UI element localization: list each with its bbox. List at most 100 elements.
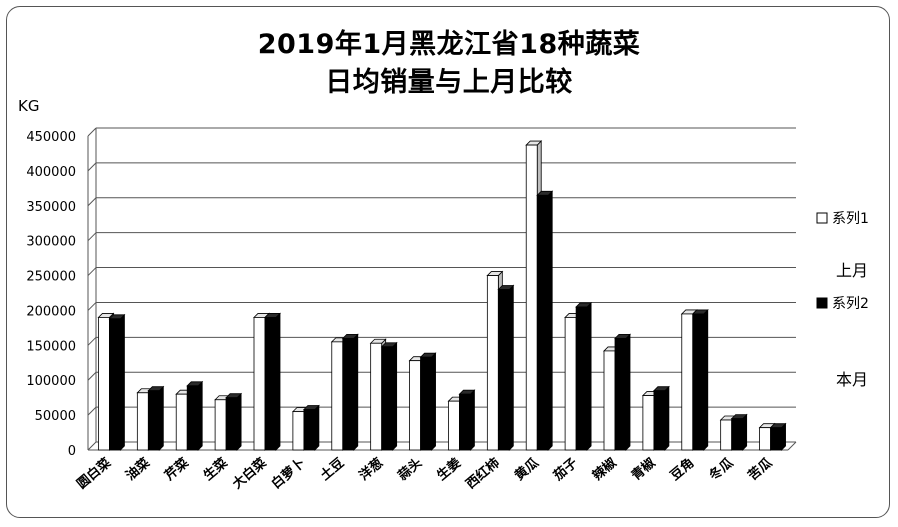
category-label: 蒜头 (395, 455, 425, 484)
bar-series2 (770, 427, 782, 451)
bar-side-2 (275, 312, 281, 451)
category-label: 青椒 (628, 455, 658, 484)
y-tick-label: 200000 (26, 304, 76, 319)
bar-series2 (420, 356, 432, 451)
floor-edge (787, 441, 797, 451)
category-label: 大白菜 (229, 455, 269, 492)
gridline-depth (87, 162, 97, 172)
bar-series2 (109, 318, 121, 451)
gridline-depth (87, 197, 97, 207)
bar-series1 (720, 419, 733, 451)
category-label: 冬瓜 (706, 455, 736, 484)
bar-series1 (759, 427, 771, 451)
y-tick-label: 450000 (26, 130, 76, 145)
bar-side-2 (120, 313, 125, 451)
gridline-depth (87, 371, 97, 381)
bar-series2 (381, 346, 394, 451)
bar-series2 (303, 409, 316, 451)
gridline-depth (87, 232, 97, 242)
bar-series1 (525, 144, 538, 451)
category-label: 油菜 (123, 455, 153, 484)
category-label: 西红柿 (463, 455, 503, 492)
bar-series1 (331, 341, 344, 451)
category-label: 洋葱 (356, 455, 386, 484)
y-tick-label: 400000 (26, 165, 76, 180)
legend-label-series2: 系列2 (832, 296, 869, 312)
series2-note: 本月 (836, 370, 868, 389)
gridline-depth (87, 441, 97, 451)
bar-side-2 (431, 352, 436, 451)
gridlines (87, 127, 797, 451)
bar-series1 (98, 317, 110, 451)
y-tick-label: 0 (68, 444, 76, 459)
bar-series2 (459, 393, 471, 451)
y-tick-label: 300000 (26, 235, 76, 250)
gridline-depth (87, 406, 97, 416)
bar-side-2 (742, 413, 748, 451)
legend-swatch-series1 (816, 212, 828, 224)
bars (97, 140, 787, 451)
gridline-depth (87, 127, 97, 137)
y-tick-label: 150000 (26, 339, 76, 354)
bar-series2 (731, 418, 744, 451)
bar-side-2 (392, 341, 398, 451)
bar-side-2 (547, 190, 553, 451)
bar-series1 (175, 393, 188, 451)
bar-series1 (642, 395, 655, 451)
category-label: 苦瓜 (745, 455, 775, 484)
bar-series2 (264, 317, 277, 451)
bar-series2 (497, 289, 510, 451)
bar-side-2 (470, 389, 475, 451)
category-label: 土豆 (317, 455, 347, 484)
bar-series1 (448, 400, 460, 451)
category-label: 生菜 (200, 455, 230, 484)
chart-frame (6, 6, 890, 518)
gridline-depth (87, 302, 97, 311)
bar-side-2 (664, 385, 670, 451)
bar-series2 (147, 390, 160, 451)
bar-side-2 (236, 392, 242, 451)
category-label: 白萝卜 (268, 455, 308, 492)
bar-side-2 (703, 308, 709, 451)
category-label: 圆白菜 (74, 455, 114, 492)
gridline-depth (87, 267, 97, 276)
bar-series2 (342, 337, 355, 451)
legend-swatch-series2 (816, 297, 828, 309)
bar-series1 (564, 317, 577, 451)
bar-series1 (292, 411, 305, 451)
bar-series1 (370, 342, 383, 451)
bar-series1 (409, 360, 421, 451)
bar-side-2 (314, 404, 320, 451)
bar-side-2 (353, 333, 359, 451)
y-tick-label: 100000 (26, 374, 76, 389)
bar-series2 (692, 313, 705, 451)
bar-side-2 (625, 333, 631, 451)
bar-series2 (186, 385, 199, 451)
legend: 系列1 系列2 (816, 211, 869, 312)
category-label: 茄子 (550, 455, 581, 485)
bar-series2 (575, 306, 588, 451)
y-tick-label: 350000 (26, 200, 76, 215)
bar-side-2 (158, 385, 164, 451)
gridline-depth (87, 336, 97, 346)
category-label: 豆角 (667, 455, 697, 484)
chart-title-line1: 2019年1月黑龙江省18种蔬菜 (257, 29, 641, 60)
bar-series1 (486, 275, 499, 451)
bar-series1 (214, 399, 227, 451)
category-label: 黄瓜 (512, 455, 542, 484)
bar-series2 (536, 194, 549, 451)
bar-side-2 (197, 380, 203, 451)
category-labels: 圆白菜 油菜 芹菜 生菜 大白菜 白萝卜 土豆 洋葱 蒜头 生姜 西红柿 黄瓜 茄子 辣椒 青椒 豆角 冬瓜 苦瓜 (74, 455, 775, 492)
category-label: 生姜 (434, 455, 464, 484)
y-tick-label: 50000 (35, 409, 76, 424)
bar-series1 (253, 317, 266, 451)
bar-series2 (614, 337, 627, 451)
bar-series1 (136, 392, 149, 451)
bar-series1 (681, 313, 694, 451)
y-axis-label: KG (18, 97, 40, 115)
bar-side-2 (508, 284, 514, 451)
chart-title-line2: 日均销量与上月比较 (325, 67, 573, 98)
series1-note: 上月 (836, 261, 868, 280)
bar-side-2 (586, 301, 592, 451)
